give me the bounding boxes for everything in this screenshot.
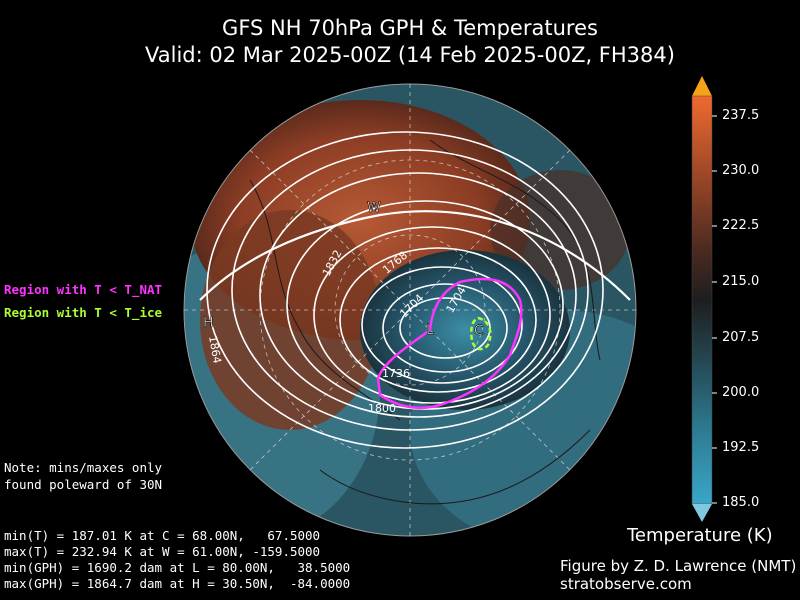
contour-label: 1736: [382, 367, 410, 380]
marker-c: C: [474, 323, 484, 339]
credit-site: stratobserve.com: [560, 575, 692, 593]
coastlines: [249, 139, 601, 505]
marker-h: H: [203, 315, 214, 331]
stat-line: min(T) = 187.01 K at C = 68.00N, 67.5000: [4, 528, 321, 543]
colorbar-tick: 222.5: [722, 218, 760, 233]
stat-line: min(GPH) = 1690.2 dam at L = 80.00N, 38.…: [4, 560, 351, 575]
legend-nat: Region with T < T_NAT: [4, 282, 163, 297]
stat-line: max(GPH) = 1864.7 dam at H = 30.50N, -84…: [4, 576, 351, 591]
colorbar-tick: 200.0: [722, 385, 760, 400]
contour-label: 1864: [206, 335, 224, 365]
colorbar-tick: 237.5: [722, 108, 760, 123]
colorbar: [691, 76, 717, 522]
colorbar-tick: 185.0: [722, 495, 760, 510]
marker-l: L: [426, 322, 434, 338]
colorbar-tick: 215.0: [722, 274, 760, 289]
note-line: found poleward of 30N: [4, 477, 163, 492]
contour-labels: 1864 1832 1768 1704 1704 1736 1800: [206, 248, 469, 415]
contour-label: 1800: [368, 402, 396, 415]
chart-subtitle: Valid: 02 Mar 2025-00Z (14 Feb 2025-00Z,…: [145, 43, 675, 67]
stats-block: min(T) = 187.01 K at C = 68.00N, 67.5000…: [4, 528, 350, 592]
legend-ice: Region with T < T_ice: [4, 305, 163, 320]
colorbar-tick: 192.5: [722, 440, 760, 455]
marker-w: W: [367, 200, 381, 216]
colorbar-tick: 230.0: [722, 163, 760, 178]
colorbar-tick: 207.5: [722, 330, 760, 345]
chart-title: GFS NH 70hPa GPH & Temperatures: [222, 16, 598, 40]
gph-contours: [199, 131, 631, 449]
ice-region: [470, 316, 492, 351]
stat-line: max(T) = 232.94 K at W = 61.00N, -159.50…: [4, 544, 321, 559]
note: Note: mins/maxes only found poleward of …: [4, 459, 162, 493]
extrema-markers: W L C H: [203, 200, 485, 340]
nat-region: [376, 277, 523, 409]
colorbar-title: Temperature (K): [627, 525, 773, 546]
credit-author: Figure by Z. D. Lawrence (NMT): [560, 557, 797, 575]
note-line: Note: mins/maxes only: [4, 460, 163, 475]
